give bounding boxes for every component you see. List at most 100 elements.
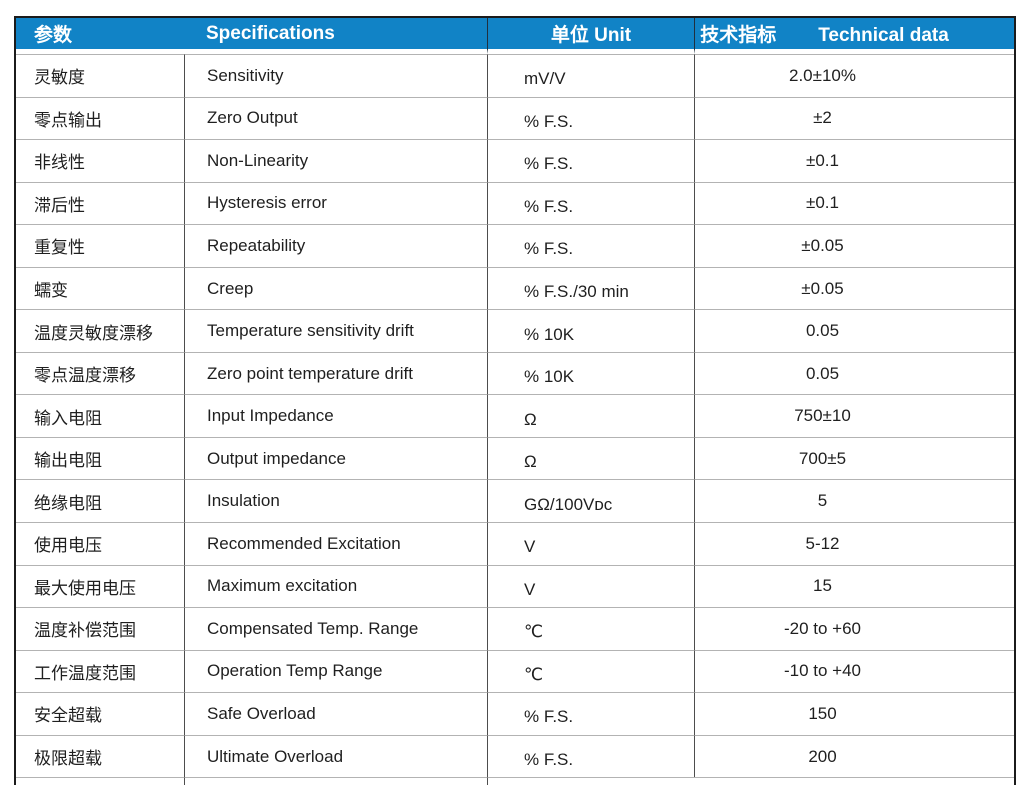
header-row: 参数 Specifications 单位 Unit 技术指标 Technical … [16, 18, 1014, 54]
value-cell: -10 to +40 [694, 649, 1014, 693]
spec-cell: Cable Size [184, 777, 487, 785]
unit-cell: % F.S. [487, 139, 694, 182]
table-row: 零点温度漂移 Zero point temperature drift % 10… [16, 351, 1014, 395]
param-cell: 非线性 [16, 139, 184, 182]
table-row: 零点输出 Zero Output % F.S. ±2 [16, 96, 1014, 140]
spec-cell: Operation Temp Range [184, 649, 487, 693]
spec-cell: Non-Linearity [184, 139, 487, 182]
header-technical-data-en: Technical data [818, 25, 949, 46]
spec-cell: Zero point temperature drift [184, 351, 487, 395]
table-row: 输出电阻 Output impedance Ω 700±5 [16, 436, 1014, 480]
param-cell: 重复性 [16, 224, 184, 267]
spec-cell: Hysteresis error [184, 181, 487, 225]
header-unit: 单位 Unit [487, 18, 694, 54]
value-cell: -20 to +60 [694, 607, 1014, 650]
param-cell: 使用电压 [16, 522, 184, 565]
spec-cell: Ultimate Overload [184, 734, 487, 778]
param-cell: 输出电阻 [16, 436, 184, 480]
param-cell: 零点输出 [16, 96, 184, 140]
table-row: 输入电阻 Input Impedance Ω 750±10 [16, 394, 1014, 437]
param-cell: 绝缘电阻 [16, 479, 184, 522]
spec-cell: Creep [184, 266, 487, 310]
merged-value-cell: φ3×3000 mm [487, 777, 1014, 785]
table-row: 温度补偿范围 Compensated Temp. Range ℃ -20 to … [16, 607, 1014, 650]
param-cell: 蠕变 [16, 266, 184, 310]
unit-cell: V [487, 522, 694, 565]
value-cell: ±0.1 [694, 139, 1014, 182]
spec-cell: Compensated Temp. Range [184, 607, 487, 650]
spec-table: 参数 Specifications 单位 Unit 技术指标 Technical … [14, 16, 1016, 785]
table-body: 灵敏度 Sensitivity mV/V 2.0±10% 零点输出 Zero O… [16, 54, 1014, 785]
value-cell: 700±5 [694, 436, 1014, 480]
table-row: 非线性 Non-Linearity % F.S. ±0.1 [16, 139, 1014, 182]
unit-cell: % F.S. [487, 692, 694, 735]
unit-cell: % F.S. [487, 96, 694, 140]
unit-cell: % 10K [487, 351, 694, 395]
table-row: 温度灵敏度漂移 Temperature sensitivity drift % … [16, 309, 1014, 352]
value-cell: 5 [694, 479, 1014, 523]
spec-cell: Maximum excitation [184, 564, 487, 608]
param-cell: 电缆线尺寸 [16, 777, 184, 785]
value-cell: 0.05 [694, 309, 1014, 352]
unit-cell: GΩ/100Vᴅᴄ [487, 479, 694, 523]
value-cell: 150 [694, 692, 1014, 735]
value-cell: ±0.05 [694, 224, 1014, 267]
param-cell: 输入电阻 [16, 394, 184, 437]
table-row: 滞后性 Hysteresis error % F.S. ±0.1 [16, 181, 1014, 225]
table-row: 安全超载 Safe Overload % F.S. 150 [16, 692, 1014, 735]
spec-cell: Zero Output [184, 96, 487, 140]
unit-cell: ℃ [487, 607, 694, 650]
table-row: 使用电压 Recommended Excitation V 5-12 [16, 522, 1014, 565]
value-cell: ±0.05 [694, 266, 1014, 310]
spec-cell: Temperature sensitivity drift [184, 309, 487, 352]
table-row: 重复性 Repeatability % F.S. ±0.05 [16, 224, 1014, 267]
table-row: 蠕变 Creep % F.S./30 min ±0.05 [16, 266, 1014, 310]
unit-cell: ℃ [487, 649, 694, 693]
value-cell: 750±10 [694, 394, 1014, 437]
table-row: 电缆线尺寸 Cable Size φ3×3000 mm [16, 777, 1014, 785]
spec-cell: Recommended Excitation [184, 522, 487, 565]
table-row: 最大使用电压 Maximum excitation V 15 [16, 564, 1014, 608]
spec-cell: Sensitivity [184, 54, 487, 97]
table-header: 参数 Specifications 单位 Unit 技术指标 Technical … [16, 18, 1014, 54]
value-cell: 15 [694, 564, 1014, 608]
spec-cell: Insulation [184, 479, 487, 523]
unit-cell: % F.S./30 min [487, 266, 694, 310]
unit-cell: Ω [487, 436, 694, 480]
header-technical-data-zh: 技术指标 [700, 25, 777, 46]
header-specifications: Specifications [184, 18, 487, 54]
param-cell: 灵敏度 [16, 54, 184, 97]
unit-cell: % F.S. [487, 734, 694, 778]
unit-cell: Ω [487, 394, 694, 437]
table-row: 绝缘电阻 Insulation GΩ/100Vᴅᴄ 5 [16, 479, 1014, 523]
unit-cell: % F.S. [487, 224, 694, 267]
spec-cell: Repeatability [184, 224, 487, 267]
unit-cell: % F.S. [487, 181, 694, 225]
param-cell: 工作温度范围 [16, 649, 184, 693]
value-cell: ±0.1 [694, 181, 1014, 225]
unit-cell: % 10K [487, 309, 694, 352]
value-cell: 200 [694, 734, 1014, 778]
value-cell: 5-12 [694, 522, 1014, 565]
param-cell: 温度灵敏度漂移 [16, 309, 184, 352]
unit-cell: V [487, 564, 694, 608]
value-cell: ±2 [694, 96, 1014, 140]
param-cell: 零点温度漂移 [16, 351, 184, 395]
spec-cell: Input Impedance [184, 394, 487, 437]
value-cell: 0.05 [694, 351, 1014, 395]
table-row: 灵敏度 Sensitivity mV/V 2.0±10% [16, 54, 1014, 97]
table-row: 极限超载 Ultimate Overload % F.S. 200 [16, 734, 1014, 778]
param-cell: 滞后性 [16, 181, 184, 225]
header-technical-data: 技术指标 Technical data [694, 18, 1014, 54]
header-param: 参数 [16, 18, 184, 54]
param-cell: 温度补偿范围 [16, 607, 184, 650]
spec-cell: Safe Overload [184, 692, 487, 735]
table-row: 工作温度范围 Operation Temp Range ℃ -10 to +40 [16, 649, 1014, 693]
unit-cell: mV/V [487, 54, 694, 97]
param-cell: 安全超载 [16, 692, 184, 735]
spec-cell: Output impedance [184, 436, 487, 480]
param-cell: 极限超载 [16, 734, 184, 778]
param-cell: 最大使用电压 [16, 564, 184, 608]
value-cell: 2.0±10% [694, 54, 1014, 97]
